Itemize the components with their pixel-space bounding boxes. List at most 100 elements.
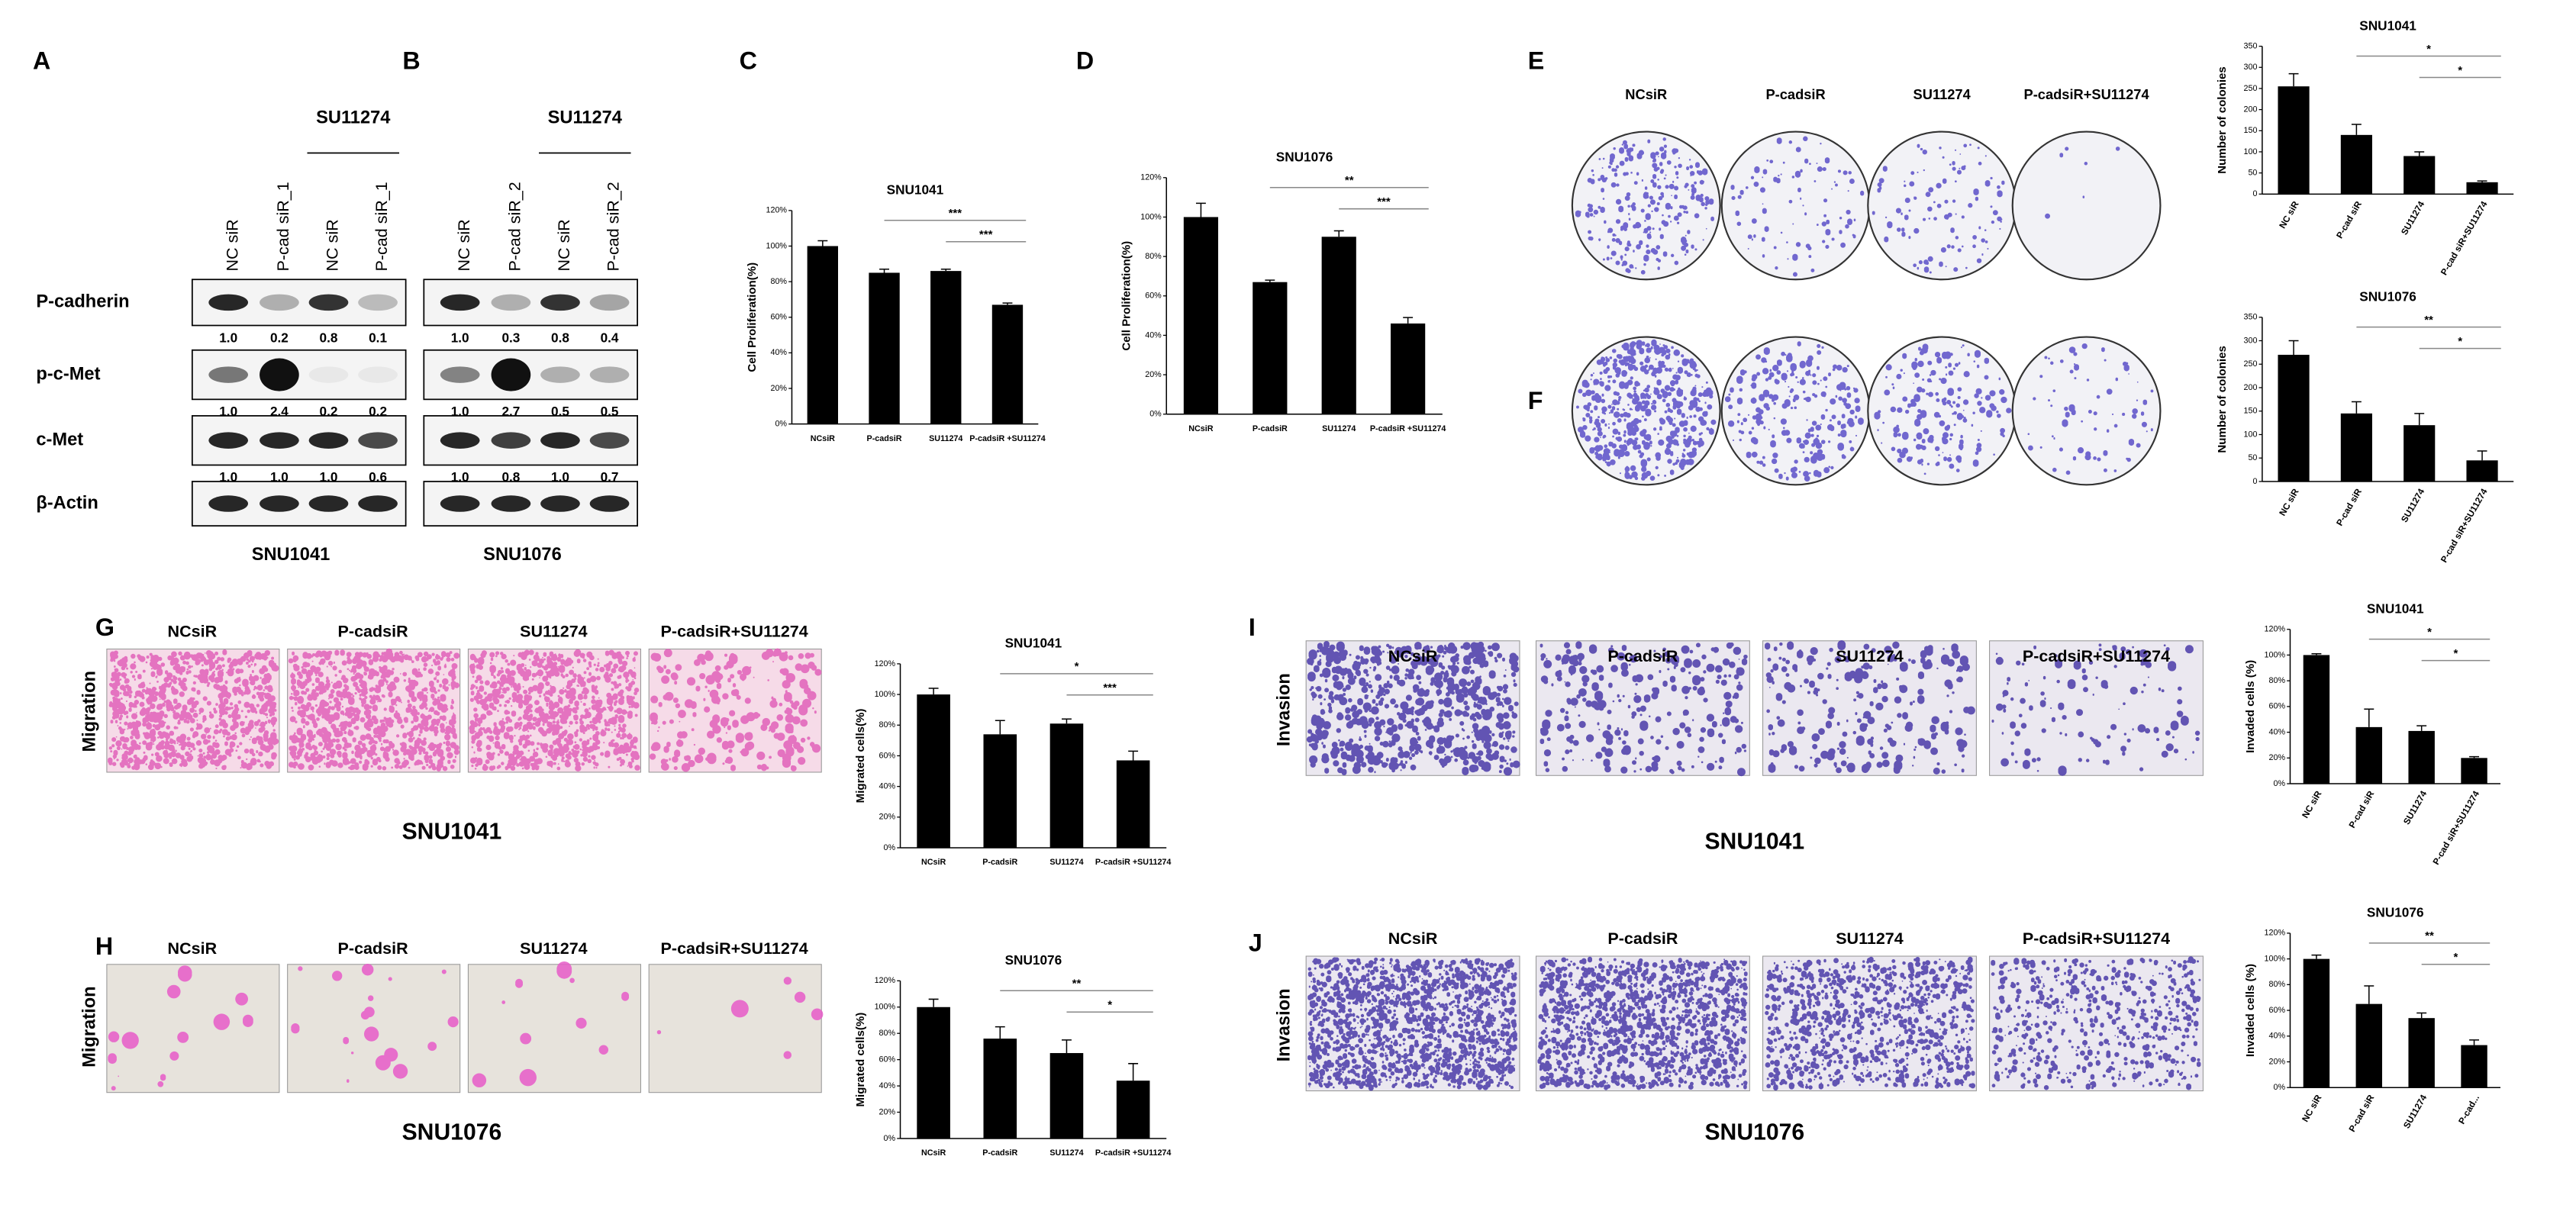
y-tick-label: 40% (2268, 727, 2285, 736)
x-tick-label: SU11274 (1049, 858, 1083, 867)
significance-label: ** (1345, 174, 1354, 187)
y-axis-label: Cell Proliferation(%) (746, 262, 759, 372)
y-tick-label: 150 (2243, 407, 2257, 416)
x-tick-label: SU11274 (1322, 424, 1356, 433)
invasion-image (1989, 955, 2204, 1092)
error-bar (2477, 180, 2487, 182)
error-bar (2477, 450, 2487, 461)
y-tick-label: 100% (875, 1003, 896, 1012)
invasion-image-cells (1765, 956, 1976, 1091)
error-bar (1333, 230, 1344, 237)
x-tick-label: NCsiR (1188, 424, 1213, 433)
x-tick-label: P-cad siR (2346, 1093, 2376, 1134)
x-tick-label: NCsiR (921, 858, 946, 867)
colony-plate-cells (1872, 143, 2005, 274)
x-tick-label: NC siR (2300, 1093, 2324, 1124)
y-tick-label: 100% (2265, 954, 2286, 963)
y-tick-label: 250 (2243, 359, 2257, 369)
error-bar (2364, 985, 2374, 1004)
blot-quant: 0.4 (601, 330, 619, 345)
invasion-image-cells (1991, 956, 2201, 1090)
bar (2355, 1003, 2383, 1088)
error-bar (1265, 279, 1275, 282)
column-label: P-cadsiR (338, 623, 409, 641)
column-label: NCsiR (1388, 647, 1438, 665)
bar (1321, 237, 1356, 414)
error-bar (2414, 413, 2425, 426)
colony-plate-cells (1724, 341, 1864, 482)
blot-band (358, 495, 398, 512)
y-tick-label: 50 (2248, 453, 2257, 462)
error-bar (2288, 340, 2299, 355)
y-tick-label: 20% (879, 1107, 896, 1116)
y-axis-label: Invaded cells (%) (2244, 964, 2257, 1057)
significance-label: * (1075, 660, 1079, 673)
y-axis-label: Cell Proliferation(%) (1120, 241, 1133, 351)
error-bar (2351, 124, 2362, 135)
significance-label: * (2427, 626, 2432, 639)
column-label: P-cadsiR+SU11274 (2024, 86, 2150, 102)
migration-image (648, 964, 824, 1093)
blot-band (208, 366, 249, 383)
migration-image (106, 964, 280, 1093)
bar (1116, 1081, 1150, 1139)
y-tick-label: 40% (1145, 330, 1162, 340)
y-tick-label: 40% (879, 1081, 896, 1090)
blot-quant: 1.0 (451, 330, 469, 345)
y-tick-label: 100% (766, 241, 788, 250)
y-tick-label: 60% (879, 1055, 896, 1064)
y-tick-label: 100 (2243, 147, 2257, 156)
y-tick-label: 120% (2265, 625, 2286, 634)
x-tick-label: P-cad... (2456, 1093, 2481, 1126)
bar (1049, 1053, 1084, 1139)
blot-row-label: β-Actin (36, 493, 98, 513)
blot-band (308, 432, 349, 449)
cell-line-label: SNU1041 (1704, 829, 1804, 854)
bar (991, 304, 1024, 424)
blot-band (308, 366, 349, 383)
blot-band (540, 432, 580, 449)
x-tick-label: P-cad siR (2334, 486, 2364, 527)
migration-image-frame (648, 964, 822, 1093)
blot-band (358, 432, 398, 449)
chart-title: SNU1041 (2359, 18, 2416, 33)
column-label: P-cadsiR (1765, 86, 1825, 102)
invasion-image-cells (1991, 643, 2200, 776)
x-tick-label: P-cad siR (2346, 788, 2376, 829)
error-bar (2469, 1039, 2480, 1045)
y-tick-label: 0 (2252, 189, 2257, 198)
bar (2466, 460, 2498, 482)
colony-plate-frame (1867, 130, 2017, 281)
bar (807, 246, 839, 424)
cell-line-label: SNU1076 (483, 545, 562, 565)
error-bar (1195, 202, 1206, 217)
panel-letter: F (1528, 387, 1543, 414)
x-tick-label: P-cadsiR +SU11274 (1095, 858, 1172, 867)
y-tick-label: 120% (2265, 929, 2286, 938)
y-tick-label: 20% (879, 813, 896, 822)
x-tick-label: P-cad siR+SU11274 (2439, 199, 2490, 277)
bar (2340, 134, 2372, 195)
invasion-image (1989, 640, 2204, 776)
error-bar (2311, 652, 2322, 655)
y-tick-label: 100 (2243, 430, 2257, 439)
column-label: SU11274 (520, 939, 588, 958)
cell-line-label: SNU1076 (402, 1119, 502, 1145)
column-label: SU11274 (1836, 647, 1904, 665)
panel-letter: A (33, 47, 50, 75)
colony-plate (1867, 336, 2017, 486)
y-tick-label: 120% (766, 206, 788, 215)
x-tick-label: P-cad siR+SU11274 (2430, 789, 2481, 867)
blot-band (540, 495, 580, 512)
x-tick-label: SU11274 (2401, 1093, 2429, 1131)
invasion-image (1305, 955, 1520, 1092)
invasion-image (1762, 955, 1977, 1092)
row-label: Migration (80, 671, 100, 752)
lane-label: NC siR (223, 219, 241, 271)
colony-plate (2011, 130, 2162, 281)
significance-label: *** (949, 207, 962, 220)
blot-quant: 1.0 (219, 330, 237, 345)
invasion-image (1535, 640, 1750, 777)
migration-image (287, 648, 461, 773)
